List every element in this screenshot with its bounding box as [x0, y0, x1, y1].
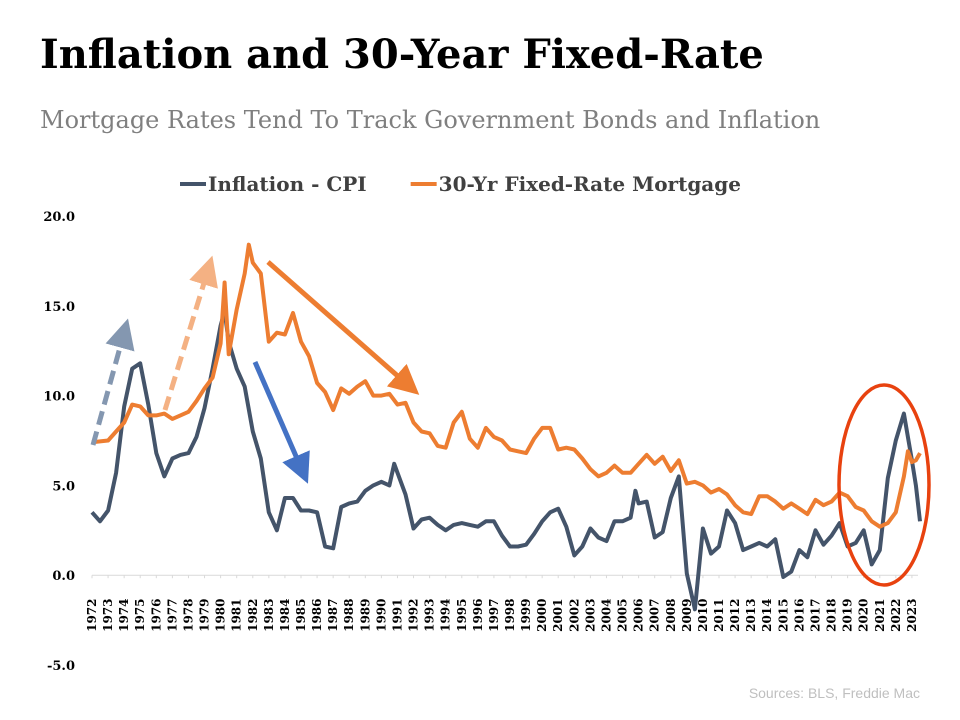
- x-tick-label: 1981: [230, 598, 244, 631]
- x-tick-label: 2016: [792, 598, 806, 631]
- chart-title: Inflation and 30-Year Fixed-Rate: [40, 31, 764, 78]
- x-tick-label: 2005: [616, 598, 630, 631]
- x-tick-label: 2012: [728, 598, 742, 631]
- highlight-ellipse: [837, 383, 931, 587]
- x-tick-label: 1991: [390, 598, 404, 631]
- x-tick-label: 1997: [487, 598, 501, 631]
- x-tick-label: 2015: [776, 598, 790, 631]
- y-tick-label: 15.0: [43, 300, 75, 315]
- legend-label: Inflation - CPI: [208, 172, 367, 196]
- x-tick-label: 2001: [551, 598, 565, 631]
- x-tick-label: 1995: [455, 598, 469, 631]
- x-tick-label: 2002: [567, 598, 581, 631]
- x-tick-label: 2000: [535, 598, 549, 631]
- y-tick-label: 5.0: [52, 479, 75, 494]
- annotation-arrow: [162, 255, 218, 411]
- x-tick-label: 1984: [278, 598, 292, 631]
- x-tick-label: 1987: [326, 598, 340, 631]
- x-tick-label: 2004: [599, 598, 613, 631]
- y-tick-label: -5.0: [47, 659, 75, 674]
- x-tick-label: 1988: [342, 598, 356, 631]
- annotation-arrow: [266, 260, 420, 395]
- x-tick-label: 1996: [471, 598, 485, 631]
- x-tick-label: 2006: [632, 598, 646, 631]
- x-tick-label: 2023: [905, 598, 919, 631]
- x-tick-label: 1977: [165, 598, 179, 631]
- x-tick-label: 2018: [825, 598, 839, 631]
- series-line: [91, 242, 922, 529]
- x-tick-label: 1976: [149, 598, 163, 631]
- x-tick-label: 1990: [374, 598, 388, 631]
- y-tick-label: 10.0: [43, 390, 75, 405]
- annotation-arrow: [90, 318, 135, 446]
- annotations: [90, 255, 931, 587]
- x-tick-label: 2008: [664, 598, 678, 631]
- chart-subtitle: Mortgage Rates Tend To Track Government …: [40, 106, 820, 134]
- x-tick-label: 1975: [133, 598, 147, 631]
- x-tick-label: 1994: [439, 598, 453, 631]
- x-tick-label: 2003: [583, 598, 597, 631]
- x-tick-label: 1989: [358, 598, 372, 631]
- x-tick-label: 1986: [310, 598, 324, 631]
- source-note: Sources: BLS, Freddie Mac: [749, 685, 920, 701]
- x-tick-label: 2019: [841, 598, 855, 631]
- x-tick-label: 2009: [680, 598, 694, 631]
- x-tick-label: 2014: [760, 598, 774, 631]
- x-tick-label: 2020: [857, 598, 871, 631]
- x-tick-label: 2017: [808, 598, 822, 631]
- x-tick-label: 1998: [503, 598, 517, 631]
- x-tick-label: 1980: [214, 598, 228, 631]
- x-tick-label: 1985: [294, 598, 308, 631]
- x-tick-label: 1992: [407, 598, 421, 631]
- x-tick-label: 1973: [101, 598, 115, 631]
- x-tick-label: 1974: [117, 598, 131, 631]
- x-tick-label: 2011: [712, 598, 726, 631]
- x-tick-label: 1979: [198, 598, 212, 631]
- legend: Inflation - CPI 30-Yr Fixed-Rate Mortgage: [180, 172, 741, 196]
- legend-label: 30-Yr Fixed-Rate Mortgage: [439, 172, 741, 196]
- y-tick-label: 20.0: [43, 210, 75, 225]
- x-tick-label: 1983: [262, 598, 276, 631]
- x-tick-label: 1972: [85, 598, 99, 631]
- y-tick-label: 0.0: [52, 569, 75, 584]
- x-tick-label: 2010: [696, 598, 710, 631]
- x-tick-label: 1993: [423, 598, 437, 631]
- annotation-arrow: [252, 361, 310, 484]
- x-tick-label: 2021: [873, 598, 887, 631]
- x-tick-label: 1999: [519, 598, 533, 631]
- x-tick-label: 1982: [246, 598, 260, 631]
- x-tick-label: 2007: [648, 598, 662, 631]
- x-tick-label: 1978: [181, 598, 195, 631]
- x-tick-label: 2013: [744, 598, 758, 631]
- x-tick-label: 2022: [889, 598, 903, 631]
